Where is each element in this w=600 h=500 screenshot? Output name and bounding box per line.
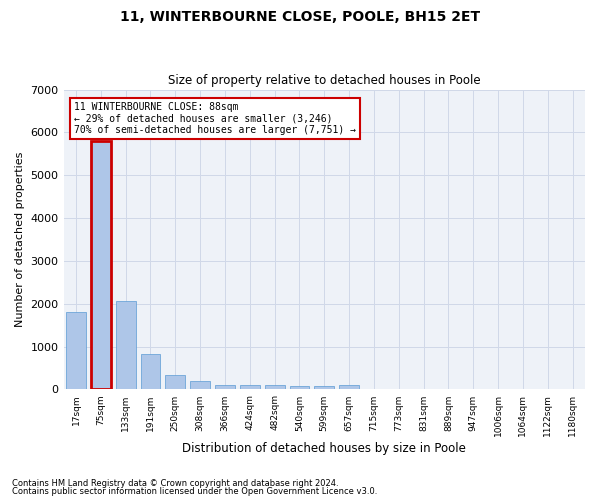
Bar (66, 312, 86, 390)
Bar (166, 375, 185, 390)
Bar (140, 354, 160, 390)
Y-axis label: Number of detached properties: Number of detached properties (15, 152, 25, 327)
Bar (91, 141, 111, 390)
Bar (215, 384, 235, 390)
Text: 11 WINTERBOURNE CLOSE: 88sqm
← 29% of detached houses are smaller (3,246)
70% of: 11 WINTERBOURNE CLOSE: 88sqm ← 29% of de… (74, 102, 356, 135)
Title: Size of property relative to detached houses in Poole: Size of property relative to detached ho… (168, 74, 481, 87)
X-axis label: Distribution of detached houses by size in Poole: Distribution of detached houses by size … (182, 442, 466, 455)
Text: Contains HM Land Registry data © Crown copyright and database right 2024.: Contains HM Land Registry data © Crown c… (12, 478, 338, 488)
Bar (314, 386, 334, 390)
Bar (339, 385, 359, 390)
Text: 11, WINTERBOURNE CLOSE, POOLE, BH15 2ET: 11, WINTERBOURNE CLOSE, POOLE, BH15 2ET (120, 10, 480, 24)
Bar (240, 385, 260, 390)
Bar (190, 382, 210, 390)
Bar (265, 386, 284, 390)
Bar (290, 386, 310, 390)
Bar (116, 301, 136, 390)
Text: Contains public sector information licensed under the Open Government Licence v3: Contains public sector information licen… (12, 487, 377, 496)
